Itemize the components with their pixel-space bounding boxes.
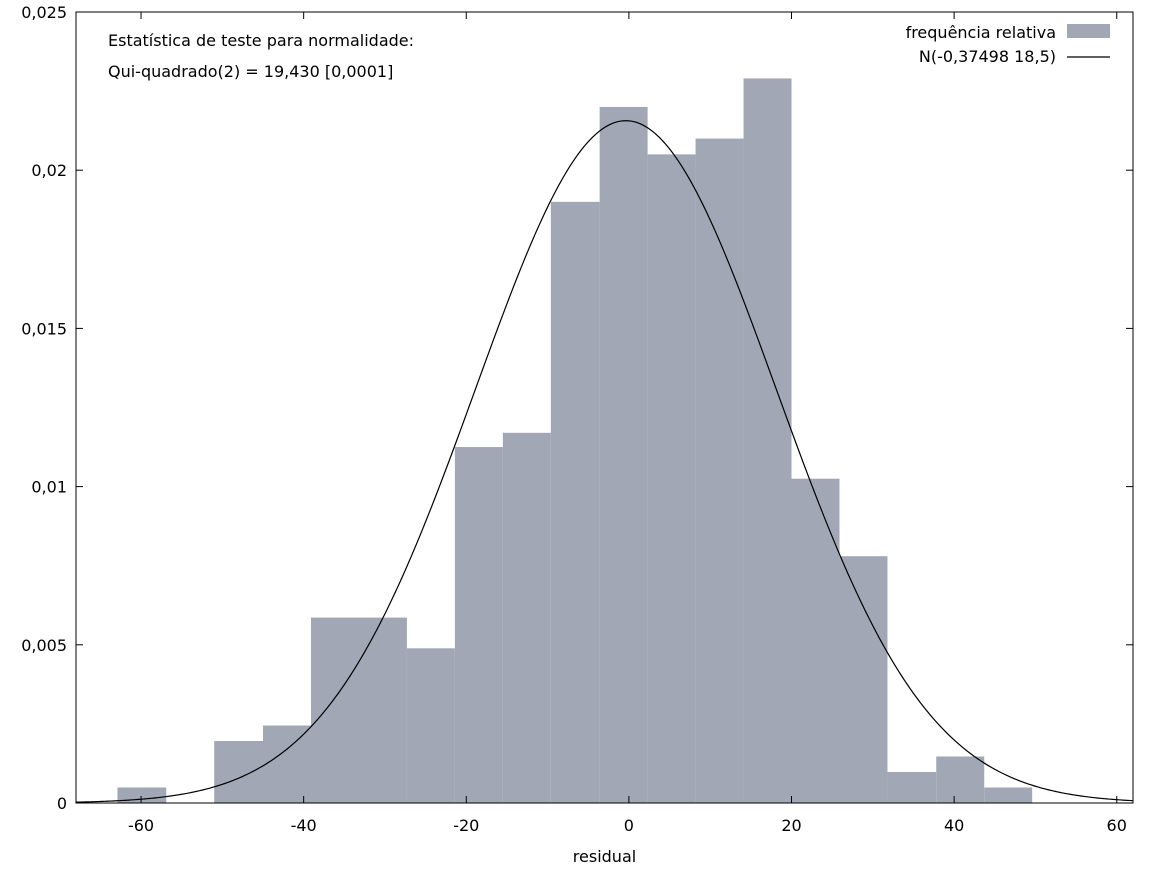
x-tick-label-2: -20 xyxy=(453,816,479,835)
annotation-test-statistic: Qui-quadrado(2) = 19,430 [0,0001] xyxy=(108,62,393,81)
x-tick-label-1: -40 xyxy=(291,816,317,835)
histogram-bar-13 xyxy=(791,478,840,803)
histogram-bar-9 xyxy=(599,106,648,804)
histogram-bar-15 xyxy=(887,771,937,803)
annotation-test-title: Estatística de teste para normalidade: xyxy=(108,31,414,50)
normal-density-curve xyxy=(75,120,1134,803)
histogram-bar-5 xyxy=(406,648,455,803)
axis-tick-labels: -60 -40 -20 0 20 40 60 0 0,005 0,01 0,015 0,02 0,025 xyxy=(21,3,1127,835)
histogram-bar-7 xyxy=(502,432,551,803)
x-axis-label: residual xyxy=(573,847,636,866)
histogram-bar-11 xyxy=(695,138,744,803)
legend-swatch-histogram xyxy=(1067,24,1110,38)
histogram-bar-3 xyxy=(263,725,311,803)
legend: frequência relativa N(-0,37498 18,5) xyxy=(906,23,1110,66)
plot-frame xyxy=(75,11,1134,804)
x-tick-label-3: 0 xyxy=(624,816,634,835)
histogram-bar-6 xyxy=(454,447,503,803)
x-tick-label-0: -60 xyxy=(128,816,154,835)
y-tick-label-0: 0 xyxy=(57,794,67,813)
histogram-bar-16 xyxy=(936,756,985,803)
histogram-bar-17 xyxy=(984,787,1033,803)
legend-label-histogram: frequência relativa xyxy=(906,23,1056,42)
histogram-bar-8 xyxy=(550,201,600,804)
y-tick-label-3: 0,015 xyxy=(21,319,67,338)
histogram-bar-14 xyxy=(839,556,888,803)
y-tick-label-1: 0,005 xyxy=(21,636,67,655)
histogram-bar-12 xyxy=(743,78,792,804)
axis-ticks xyxy=(76,11,1133,804)
y-tick-label-5: 0,025 xyxy=(21,3,67,22)
histogram-bar-0 xyxy=(117,787,167,803)
x-tick-label-4: 20 xyxy=(781,816,801,835)
histogram-bar-10 xyxy=(647,154,696,803)
x-tick-label-6: 60 xyxy=(1107,816,1127,835)
x-tick-label-5: 40 xyxy=(944,816,964,835)
histogram-bars xyxy=(117,78,1033,804)
y-tick-label-4: 0,02 xyxy=(31,161,67,180)
legend-label-normal: N(-0,37498 18,5) xyxy=(919,47,1056,66)
histogram-bar-2 xyxy=(214,740,264,803)
y-tick-label-2: 0,01 xyxy=(31,478,67,497)
histogram-bar-4 xyxy=(310,617,407,803)
